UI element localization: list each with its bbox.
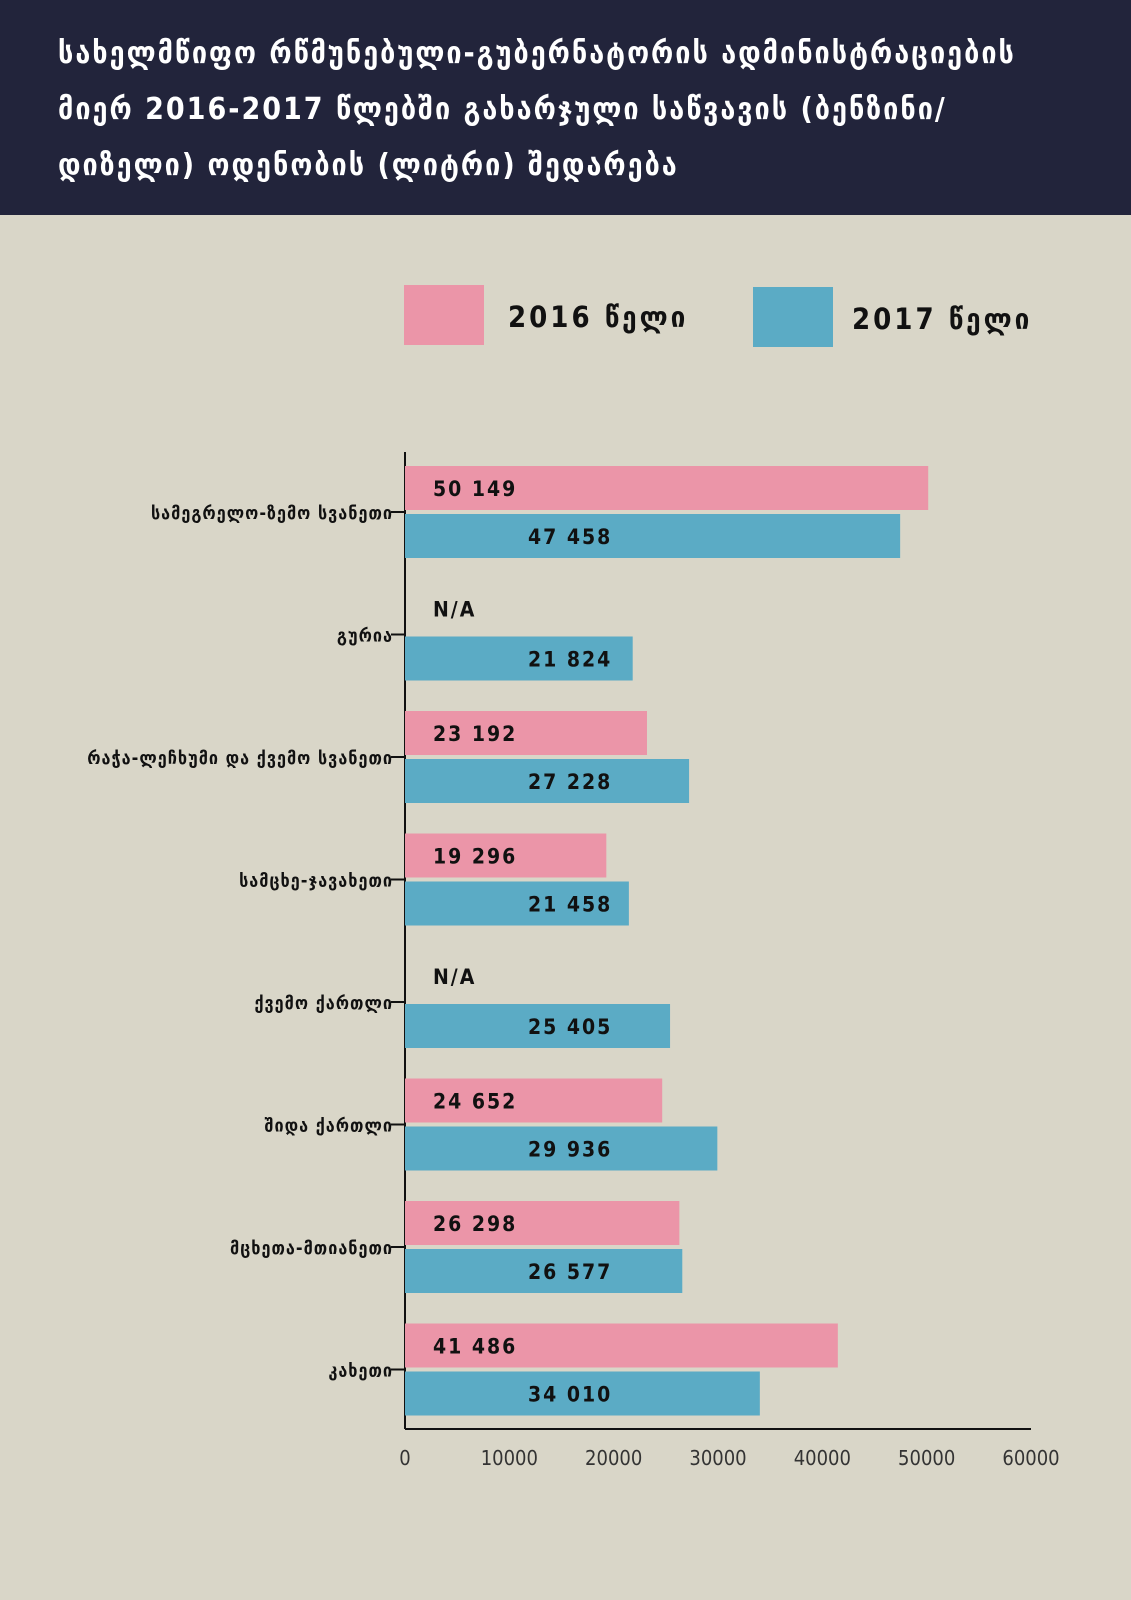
bar-2016 — [405, 1201, 680, 1245]
bar-2017 — [405, 514, 901, 558]
category-label: სამცხე-ჯავახეთი — [239, 871, 393, 892]
category-label: სამეგრელო-ზემო სვანეთი — [151, 503, 393, 524]
data-label-2017: 27 228 — [528, 770, 612, 794]
x-tick-label: 0 — [399, 1446, 410, 1470]
x-tick-label: 30000 — [689, 1446, 746, 1470]
data-label-2016: 19 296 — [433, 845, 517, 869]
data-label-2017: 34 010 — [528, 1383, 612, 1407]
data-label-2016: 26 298 — [433, 1212, 517, 1236]
bar-2016 — [405, 1323, 838, 1368]
x-tick-label: 10000 — [481, 1446, 538, 1470]
data-label-2017: 47 458 — [528, 525, 612, 549]
legend-label-2016: 2016 წელი — [508, 300, 689, 334]
data-label-2016: 24 652 — [433, 1090, 517, 1114]
legend-swatch-2017 — [753, 287, 833, 347]
x-tick-label: 50000 — [898, 1446, 955, 1470]
legend-label-2017: 2017 წელი — [852, 302, 1033, 336]
chart-title: სახელმწიფო რწმუნებული-გუბერნატორის ადმინ… — [58, 36, 1016, 183]
data-label-2017: 21 824 — [528, 648, 612, 672]
bar-2017 — [405, 636, 633, 681]
data-label-2016: 41 486 — [433, 1335, 517, 1359]
bar-2016 — [405, 833, 607, 878]
x-tick-label: 20000 — [585, 1446, 642, 1470]
x-tick-label: 40000 — [794, 1446, 851, 1470]
data-label-2016: N/A — [433, 965, 476, 989]
category-label: გურია — [337, 626, 393, 647]
x-tick-label: 60000 — [1002, 1446, 1059, 1470]
header-banner: სახელმწიფო რწმუნებული-გუბერნატორის ადმინ… — [0, 0, 1131, 215]
category-label: ქვემო ქართლი — [254, 993, 393, 1014]
category-label: კახეთი — [328, 1361, 393, 1382]
bar-2017 — [405, 1371, 760, 1416]
bar-2017 — [405, 759, 690, 803]
category-label: შიდა ქართლი — [265, 1116, 393, 1137]
data-label-2017: 26 577 — [528, 1260, 612, 1284]
bar-2016 — [405, 466, 929, 510]
bar-2016 — [405, 711, 647, 755]
category-label: რაჭა-ლეჩხუმი და ქვემო სვანეთი — [87, 748, 393, 769]
data-label-2017: 29 936 — [528, 1138, 612, 1162]
data-label-2017: 25 405 — [528, 1015, 612, 1039]
category-label: მცხეთა-მთიანეთი — [230, 1238, 393, 1259]
bar-2017 — [405, 881, 629, 926]
bar-2017 — [405, 1004, 671, 1048]
legend-swatch-2016 — [404, 285, 484, 345]
data-label-2016: 23 192 — [433, 722, 517, 746]
data-label-2016: 50 149 — [433, 477, 517, 501]
bar-2017 — [405, 1126, 718, 1171]
bar-2016 — [405, 1078, 663, 1123]
bar-2017 — [405, 1249, 683, 1293]
data-label-2017: 21 458 — [528, 893, 612, 917]
data-label-2016: N/A — [433, 598, 476, 622]
